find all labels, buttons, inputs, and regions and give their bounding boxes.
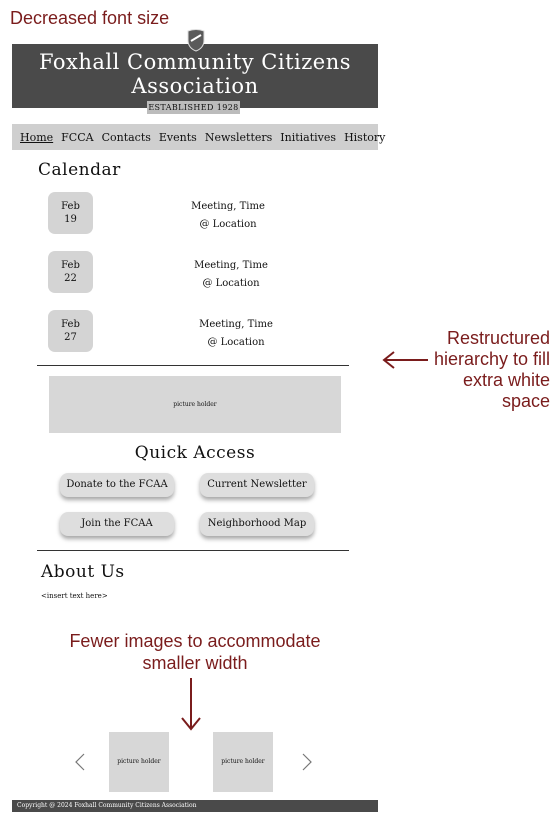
date-month: Feb <box>61 260 80 271</box>
event-info[interactable]: Meeting, Time @ Location <box>171 257 291 293</box>
quick-access-heading: Quick Access <box>134 443 256 463</box>
event-title: Meeting, Time <box>191 201 265 212</box>
annotation-font-size: Decreased font size <box>10 8 170 28</box>
annotation-images: Fewer images to accommodate smaller widt… <box>69 631 321 673</box>
about-heading: About Us <box>41 562 125 582</box>
divider <box>37 550 349 551</box>
main-nav: Home FCCA Contacts Events Newsletters In… <box>12 124 385 150</box>
shield-icon <box>187 29 205 52</box>
nav-events[interactable]: Events <box>158 130 197 144</box>
about-text: <insert text here> <box>41 592 108 600</box>
annotation-hierarchy: Restructured hierarchy to fill extra whi… <box>433 328 550 411</box>
chevron-left-icon[interactable] <box>73 752 87 772</box>
feature-picture: picture holder <box>49 376 341 433</box>
date-day: 27 <box>64 332 77 343</box>
site-title: Foxhall Community Citizens Association <box>38 50 352 98</box>
event-info[interactable]: Meeting, Time @ Location <box>168 198 288 234</box>
down-arrow-annotation <box>181 678 201 731</box>
date-month: Feb <box>61 319 80 330</box>
neighborhood-map-button[interactable]: Neighborhood Map <box>200 512 314 536</box>
event-location: @ Location <box>199 219 257 230</box>
date-month: Feb <box>61 201 80 212</box>
event-title: Meeting, Time <box>199 319 273 330</box>
join-button[interactable]: Join the FCAA <box>60 512 174 536</box>
donate-button[interactable]: Donate to the FCAA <box>60 473 174 497</box>
date-badge: Feb 27 <box>48 310 93 352</box>
chevron-right-icon[interactable] <box>300 752 314 772</box>
event-location: @ Location <box>202 278 260 289</box>
event-location: @ Location <box>207 337 265 348</box>
left-arrow-annotation <box>382 351 428 369</box>
divider <box>37 365 349 366</box>
established-badge: ESTABLISHED 1928 <box>147 101 240 114</box>
date-badge: Feb 19 <box>48 192 93 234</box>
footer: Copyright @ 2024 Foxhall Community Citiz… <box>12 800 378 812</box>
date-day: 19 <box>64 214 77 225</box>
date-badge: Feb 22 <box>48 251 93 293</box>
event-title: Meeting, Time <box>194 260 268 271</box>
event-info[interactable]: Meeting, Time @ Location <box>176 316 296 352</box>
nav-newsletters[interactable]: Newsletters <box>204 130 273 144</box>
nav-contacts[interactable]: Contacts <box>101 130 151 144</box>
carousel-picture: picture holder <box>109 732 169 792</box>
nav-history[interactable]: History <box>344 130 386 144</box>
calendar-heading: Calendar <box>38 160 121 180</box>
carousel-picture: picture holder <box>213 732 273 792</box>
current-newsletter-button[interactable]: Current Newsletter <box>200 473 314 497</box>
date-day: 22 <box>64 273 77 284</box>
site-header: Foxhall Community Citizens Association <box>12 44 378 108</box>
nav-fcca[interactable]: FCCA <box>61 130 94 144</box>
nav-home[interactable]: Home <box>20 130 54 144</box>
nav-initiatives[interactable]: Initiatives <box>280 130 337 144</box>
